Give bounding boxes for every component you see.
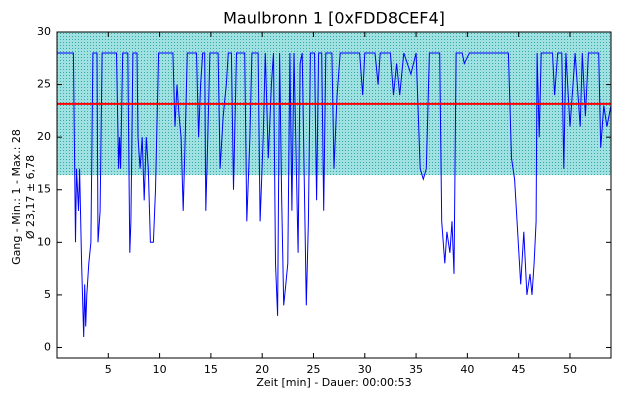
y-tick-label: 10 — [37, 235, 51, 248]
plot-frame — [56, 31, 612, 359]
y-axis-label: Ø 23,17 ± 6,78 — [24, 155, 37, 239]
data-line — [57, 52, 612, 338]
y-axis-label: Gang - Min.: 1 - Max.: 28 — [10, 129, 23, 265]
x-tick-label: 20 — [255, 363, 269, 376]
x-tick-label: 5 — [105, 363, 112, 376]
y-tick-label: 25 — [37, 78, 51, 91]
x-axis-label: Zeit [min] - Dauer: 00:00:53 — [256, 376, 411, 389]
x-tick-label: 25 — [306, 363, 320, 376]
x-tick-label: 45 — [512, 363, 526, 376]
y-tick-label: 5 — [44, 288, 51, 301]
y-tick-label: 15 — [37, 183, 51, 196]
y-tick-label: 0 — [44, 340, 51, 353]
y-tick-label: 30 — [37, 25, 51, 38]
y-tick-label: 20 — [37, 130, 51, 143]
chart-title: Maulbronn 1 [0xFDD8CEF4] — [223, 9, 445, 28]
x-tick-label: 30 — [358, 363, 372, 376]
x-tick-label: 40 — [460, 363, 474, 376]
x-tick-label: 35 — [409, 363, 423, 376]
x-tick-label: 10 — [153, 363, 167, 376]
x-tick-label: 50 — [563, 363, 577, 376]
x-tick-label: 15 — [204, 363, 218, 376]
